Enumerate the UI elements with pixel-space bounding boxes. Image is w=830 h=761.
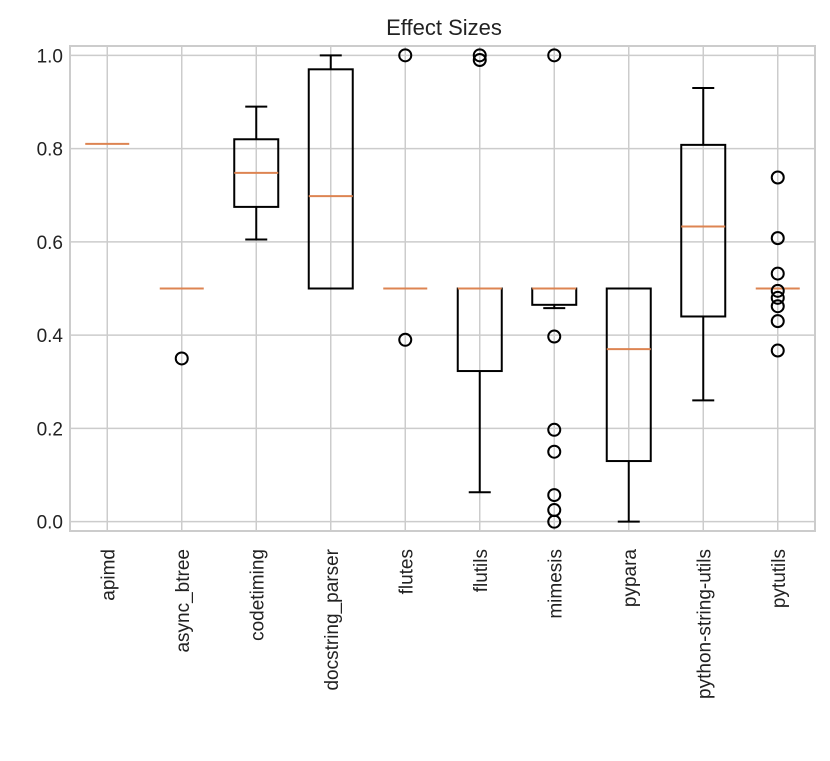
outlier-point xyxy=(547,444,562,459)
y-tick-label: 1.0 xyxy=(37,46,63,67)
box-group-mimesis xyxy=(531,48,578,529)
x-tick-label: pytutils xyxy=(769,549,790,608)
x-tick-label: async_btree xyxy=(173,549,194,653)
y-tick-label: 0.6 xyxy=(37,233,63,254)
x-tick-label: flutes xyxy=(396,549,417,594)
box-iqr xyxy=(307,68,354,290)
outlier-point xyxy=(398,332,413,347)
plot-area: 0.0 0.2 0.4 0.6 0.8 1.0 apimd async_btree codeti… xyxy=(37,45,816,699)
x-tick-label: codetiming xyxy=(247,549,268,641)
x-tick-label: flutils xyxy=(471,549,492,592)
chart-title: Effect Sizes xyxy=(386,15,502,40)
y-tick-label: 0.0 xyxy=(37,513,63,534)
outlier-point xyxy=(770,283,785,298)
x-tick-label: docstring_parser xyxy=(322,548,343,690)
box-iqr xyxy=(680,143,727,318)
outlier-point xyxy=(770,170,785,185)
box-group-codetiming xyxy=(233,105,280,241)
box-group-flutes xyxy=(383,48,428,347)
y-tick-label: 0.2 xyxy=(37,419,63,440)
box-group-docstring_parser xyxy=(307,54,354,290)
outlier-point xyxy=(547,329,562,344)
outlier-point xyxy=(547,422,562,437)
outlier-point xyxy=(770,290,785,305)
outlier-point xyxy=(547,488,562,503)
outlier-point xyxy=(770,314,785,329)
outlier-point xyxy=(547,514,562,529)
y-tick-label: 0.4 xyxy=(37,326,64,347)
box-group-pypara xyxy=(605,287,652,523)
outlier-point xyxy=(472,48,487,63)
x-tick-label: mimesis xyxy=(545,549,566,619)
x-tick-label: python-string-utils xyxy=(694,549,715,699)
x-tick-label: pypara xyxy=(620,549,641,608)
box-iqr xyxy=(605,287,652,463)
outlier-point xyxy=(472,52,487,67)
box-group-pytutils xyxy=(755,170,800,358)
outlier-point xyxy=(174,351,189,366)
box-group-flutils xyxy=(456,48,503,494)
outlier-point xyxy=(770,231,785,246)
box-group-async_btree xyxy=(159,287,204,366)
outlier-point xyxy=(547,48,562,63)
y-tick-label: 0.8 xyxy=(37,140,63,161)
outlier-point xyxy=(398,48,413,63)
outlier-point xyxy=(770,343,785,358)
box-group-python-string-utils xyxy=(680,86,727,402)
outlier-point xyxy=(770,266,785,281)
outlier-point xyxy=(770,299,785,314)
x-tick-label: apimd xyxy=(98,549,119,601)
